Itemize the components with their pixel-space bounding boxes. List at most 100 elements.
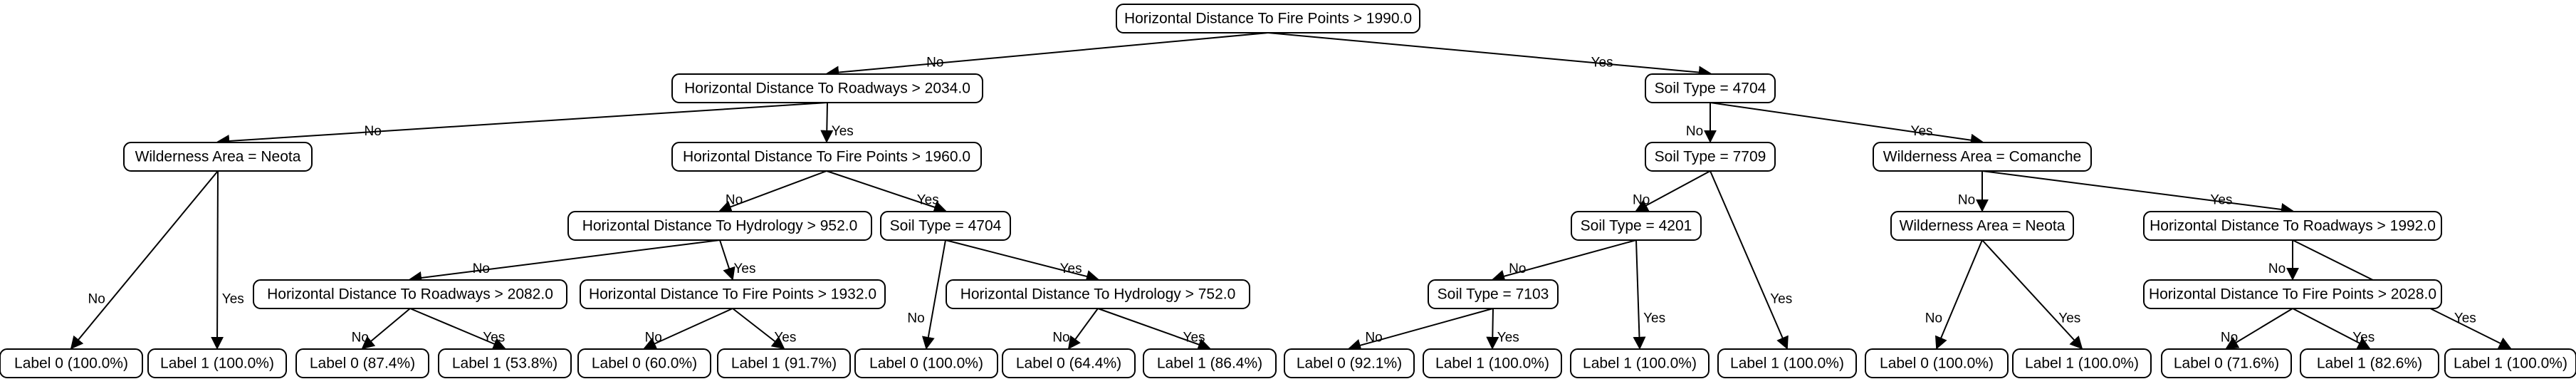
node-box [2161, 348, 2292, 378]
branch-label: Yes [1183, 331, 1205, 346]
node-box [577, 348, 711, 378]
leaf-node: Label 0 (64.4%) [1002, 348, 1136, 378]
leaf-label: Label 0 (100.0%) [1880, 356, 1994, 372]
node-box [2143, 279, 2442, 309]
node-box [880, 211, 1011, 241]
edge-yes: Yes [211, 170, 244, 350]
edges: No Yes No Yes No Yes No Yes No Yes No Yes No Yes No Yes… [70, 32, 2512, 352]
branch-label: No [726, 193, 743, 208]
leaf-node: Label 1 (100.0%) [2444, 348, 2576, 378]
node-box [123, 142, 313, 172]
node-box [2300, 348, 2439, 378]
node-label: Wilderness Area = Neota [135, 149, 301, 165]
branch-label: No [1925, 311, 1942, 326]
node-box [1116, 4, 1420, 33]
edge-line [216, 102, 828, 147]
node-box [567, 211, 872, 241]
branch-label: Yes [2352, 331, 2375, 346]
branch-label: Yes [1591, 55, 1613, 70]
branch-label: No [88, 292, 105, 307]
leaf-node: Label 0 (87.4%) [295, 348, 429, 378]
leaf-label: Label 1 (86.4%) [1157, 356, 1262, 372]
leaf-node: Label 1 (86.4%) [1143, 348, 1277, 378]
edge-line [2292, 308, 2371, 349]
edge-yes: Yes [1267, 32, 1712, 79]
edge-yes: Yes [1486, 308, 1519, 350]
leaf-node: Label 0 (100.0%) [1865, 348, 2009, 378]
branch-label: Yes [483, 331, 505, 346]
leaf-node: Label 0 (60.0%) [577, 348, 711, 378]
leaf-label: Label 1 (100.0%) [160, 356, 274, 372]
leaf-label: Label 0 (100.0%) [14, 356, 128, 372]
leaf-label: Label 1 (100.0%) [1583, 356, 1697, 372]
node-label: Soil Type = 4201 [1581, 218, 1692, 234]
decision-node: Soil Type = 7709 [1645, 142, 1776, 172]
edge-yes: Yes [1981, 170, 2294, 216]
edge-no: No [216, 102, 828, 147]
decision-node: Horizontal Distance To Roadways > 2034.0 [671, 73, 983, 103]
leaf-label: Label 1 (100.0%) [2454, 356, 2567, 372]
edge-yes: Yes [1633, 239, 1665, 350]
edge-no: No [1492, 239, 1637, 283]
edge-no: No [826, 32, 1269, 79]
leaf-label: Label 0 (92.1%) [1297, 356, 1402, 372]
node-label: Wilderness Area = Comanche [1883, 149, 2081, 165]
node-box [1717, 348, 1857, 378]
node-box [1645, 73, 1776, 103]
node-box [1890, 211, 2074, 241]
leaf-label: Label 1 (91.7%) [731, 356, 837, 372]
node-label: Wilderness Area = Neota [1900, 218, 2065, 234]
decision-node: Horizontal Distance To Roadways > 1992.0 [2143, 211, 2442, 241]
leaf-label: Label 1 (53.8%) [452, 356, 557, 372]
edge-no: No [1958, 171, 1989, 212]
decision-node: Soil Type = 7103 [1428, 279, 1559, 309]
edge-line [1710, 102, 1984, 147]
branch-label: Yes [1060, 261, 1082, 276]
leaf-node: Label 1 (53.8%) [438, 348, 572, 378]
branch-label: Yes [1770, 292, 1792, 307]
decision-node: Wilderness Area = Neota [123, 142, 313, 172]
decision-node: Soil Type = 4704 [1645, 73, 1776, 103]
edge-yes: Yes [1097, 308, 1211, 351]
node-box [295, 348, 429, 378]
node-box [1571, 211, 1702, 241]
edge-line [1981, 170, 2294, 216]
node-box [1423, 348, 1562, 378]
leaf-label: Label 0 (100.0%) [869, 356, 983, 372]
node-label: Horizontal Distance To Roadways > 2034.0 [684, 81, 970, 97]
edge-line [1934, 239, 1983, 350]
branch-label: No [2268, 261, 2286, 276]
edge-line [1267, 32, 1712, 79]
leaf-label: Label 0 (87.4%) [310, 356, 415, 372]
branch-label: No [926, 55, 943, 70]
node-box [1143, 348, 1277, 378]
node-label: Soil Type = 7103 [1438, 286, 1549, 303]
edge-no: No [1052, 308, 1099, 350]
branch-label: Yes [832, 124, 854, 139]
edge-no: No [2221, 308, 2293, 349]
leaf-label: Label 1 (100.0%) [1730, 356, 1844, 372]
decision-node: Horizontal Distance To Fire Points > 202… [2143, 279, 2442, 309]
edge-line [1067, 308, 1099, 350]
branch-label: No [1958, 193, 1975, 208]
node-box [2143, 211, 2442, 241]
edge-yes: Yes [1710, 102, 1984, 147]
edge-line [1635, 170, 1711, 212]
leaf-label: Label 1 (100.0%) [1435, 356, 1549, 372]
edge-yes: Yes [1710, 170, 1792, 350]
node-box [438, 348, 572, 378]
edge-line [1492, 239, 1637, 283]
edge-yes: Yes [820, 102, 854, 143]
edge-line [921, 239, 946, 350]
branch-label: Yes [733, 261, 755, 276]
leaf-label: Label 0 (60.0%) [592, 356, 697, 372]
branch-label: No [1052, 331, 1069, 346]
decision-node: Soil Type = 4704 [880, 211, 1011, 241]
edge-line [361, 308, 411, 350]
node-box [717, 348, 851, 378]
node-label: Soil Type = 4704 [890, 218, 1002, 234]
leaf-label: Label 0 (71.6%) [2174, 356, 2279, 372]
decision-node: Horizontal Distance To Hydrology > 952.0 [567, 211, 872, 241]
leaf-label: Label 1 (100.0%) [2025, 356, 2139, 372]
branch-label: Yes [2454, 311, 2476, 326]
